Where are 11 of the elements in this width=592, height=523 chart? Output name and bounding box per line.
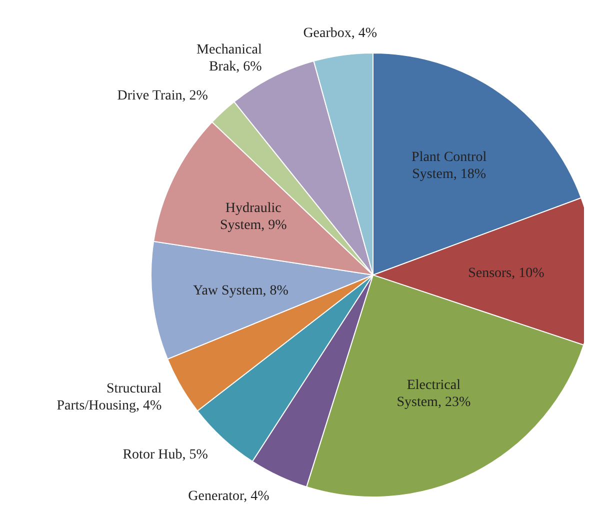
slice-label: Electrical System, 23% bbox=[396, 378, 471, 410]
slice-label: Generator, 4% bbox=[188, 488, 270, 504]
slice-label: Hydraulic System, 9% bbox=[220, 200, 288, 232]
slice-label: Mechanical Brak, 6% bbox=[196, 42, 262, 74]
slice-label: Drive Train, 2% bbox=[117, 88, 208, 103]
slice-label: Yaw System, 8% bbox=[193, 283, 289, 298]
slice-label: Plant Control System, 18% bbox=[412, 150, 487, 182]
slice-label: Rotor Hub, 5% bbox=[122, 447, 208, 462]
slice-label: Sensors, 10% bbox=[468, 265, 545, 280]
slice-label: Structural Parts/Housing, 4% bbox=[56, 381, 162, 413]
slice-label: Gearbox, 4% bbox=[303, 26, 378, 41]
